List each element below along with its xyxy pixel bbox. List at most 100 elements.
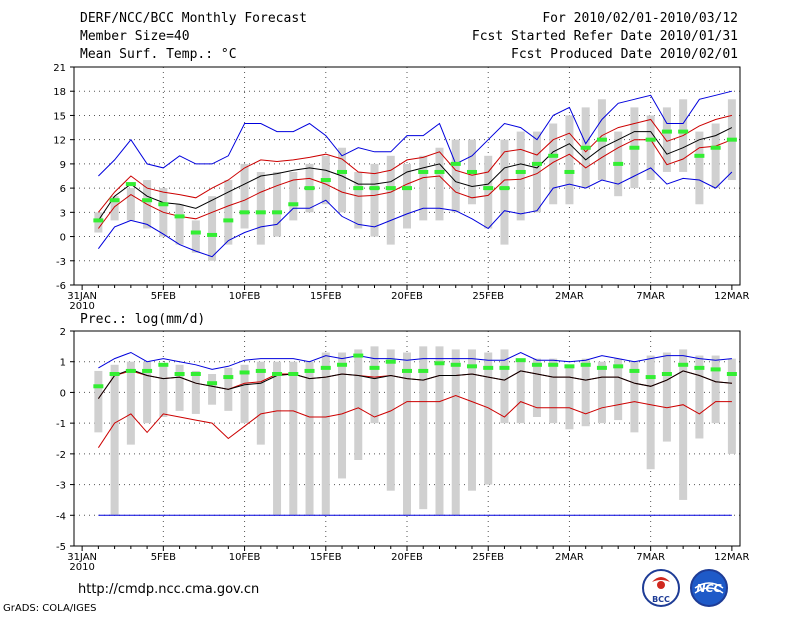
y-tick-label: 15 bbox=[53, 111, 66, 122]
ncc-logo: NCC bbox=[690, 569, 728, 607]
ensemble-box bbox=[191, 370, 200, 414]
median-mark bbox=[207, 232, 218, 237]
ensemble-box bbox=[403, 352, 411, 516]
ensemble-box bbox=[597, 361, 606, 424]
median-mark bbox=[548, 153, 559, 158]
median-mark bbox=[174, 372, 185, 376]
variable-label: Mean Surf. Temp.: °C bbox=[80, 47, 237, 62]
median-mark bbox=[564, 169, 575, 174]
median-mark bbox=[515, 169, 526, 174]
median-mark bbox=[499, 186, 510, 191]
y-tick-label: -1 bbox=[56, 419, 66, 430]
median-mark bbox=[109, 198, 120, 203]
ensemble-box bbox=[679, 349, 688, 500]
upper-percentile-line bbox=[98, 114, 733, 213]
y-tick-label: 0 bbox=[60, 388, 66, 399]
median-mark bbox=[93, 218, 104, 223]
ensemble-box bbox=[727, 358, 736, 454]
ensemble-box bbox=[565, 364, 574, 430]
x-tick-label: 2MAR bbox=[555, 291, 584, 302]
median-mark bbox=[288, 202, 299, 207]
ensemble-box bbox=[419, 346, 428, 510]
bcc-logo-text: BCC bbox=[652, 595, 670, 604]
ensemble-box bbox=[175, 364, 184, 411]
y-tick-label: 6 bbox=[60, 184, 66, 195]
median-mark bbox=[272, 210, 283, 215]
ensemble-box bbox=[614, 358, 623, 421]
precipitation-chart: -5 -4 -3 -2 -1 0 1 2 31JAN 5FEB 10FEB 15FEB 20FEB 25F… bbox=[56, 327, 749, 573]
median-mark bbox=[239, 210, 250, 215]
ensemble-box bbox=[500, 349, 509, 424]
grads-credit: GrADS: COLA/IGES bbox=[3, 603, 97, 614]
median-mark bbox=[434, 169, 445, 174]
ensemble-box bbox=[370, 163, 379, 237]
x-tick-label: 10FEB bbox=[229, 291, 261, 302]
ensemble-box bbox=[289, 171, 298, 221]
precip-title: Prec.: log(mm/d) bbox=[80, 312, 205, 327]
median-mark bbox=[142, 368, 153, 373]
median-mark bbox=[288, 372, 299, 376]
median-mark bbox=[142, 198, 153, 203]
median-mark bbox=[694, 365, 705, 370]
ensemble-box bbox=[354, 349, 363, 460]
median-mark bbox=[466, 364, 477, 369]
ensemble-box bbox=[208, 374, 217, 405]
median-mark bbox=[629, 368, 640, 373]
median-mark bbox=[93, 384, 104, 389]
x-year-label: 2010 bbox=[69, 301, 94, 312]
ensemble-box bbox=[435, 346, 444, 516]
temperature-chart: -6 -3 0 3 6 9 12 15 18 21 31JAN 5FEB 10FEB 15FEB 20FEB… bbox=[53, 63, 749, 312]
ensemble-mean-line bbox=[97, 368, 732, 399]
y-tick-label: 0 bbox=[60, 233, 66, 244]
lower-percentile-line bbox=[97, 139, 733, 229]
median-mark bbox=[613, 161, 624, 166]
median-mark bbox=[434, 361, 445, 366]
median-mark bbox=[109, 372, 120, 376]
ensemble-box bbox=[240, 163, 249, 229]
x-year-label: 2010 bbox=[69, 562, 94, 573]
max-line bbox=[98, 351, 732, 370]
ensemble-box bbox=[126, 361, 135, 445]
median-mark bbox=[369, 365, 380, 370]
ensemble-box bbox=[662, 107, 671, 172]
ensemble-box bbox=[321, 352, 330, 516]
ensemble-box bbox=[159, 364, 168, 417]
median-mark bbox=[548, 362, 559, 367]
ensemble-box bbox=[516, 131, 525, 221]
ensemble-box bbox=[695, 131, 704, 205]
ensemble-box bbox=[646, 355, 655, 470]
median-mark bbox=[223, 375, 234, 380]
ensemble-box bbox=[711, 123, 720, 189]
median-mark bbox=[483, 186, 494, 191]
median-mark bbox=[385, 186, 396, 191]
ensemble-box bbox=[143, 361, 152, 424]
median-mark bbox=[596, 365, 607, 370]
ensemble-box bbox=[273, 171, 282, 237]
member-size: Member Size=40 bbox=[80, 29, 190, 44]
median-mark bbox=[678, 129, 689, 134]
ensemble-box bbox=[711, 355, 720, 424]
median-mark bbox=[645, 375, 656, 380]
source-url[interactable]: http://cmdp.ncc.cma.gov.cn bbox=[78, 582, 260, 597]
ensemble-box bbox=[208, 196, 217, 261]
forecast-period: For 2010/02/01-2010/03/12 bbox=[542, 11, 738, 26]
median-mark bbox=[531, 362, 542, 367]
x-tick-label: 5FEB bbox=[151, 291, 176, 302]
median-mark bbox=[239, 370, 250, 375]
y-tick-label: 2 bbox=[60, 327, 66, 338]
median-mark bbox=[613, 364, 624, 369]
ensemble-box bbox=[110, 364, 119, 516]
median-mark bbox=[710, 367, 721, 372]
ensemble-box bbox=[191, 220, 200, 253]
ensemble-box bbox=[386, 155, 395, 245]
median-mark bbox=[304, 368, 315, 373]
median-mark bbox=[629, 145, 640, 150]
median-mark bbox=[531, 161, 542, 166]
median-mark bbox=[125, 182, 136, 187]
ensemble-box bbox=[516, 358, 525, 424]
ensemble-box bbox=[289, 361, 298, 516]
ensemble-box bbox=[662, 352, 671, 442]
y-tick-label: -3 bbox=[56, 481, 66, 492]
x-tick-label: 12MAR bbox=[714, 552, 749, 563]
